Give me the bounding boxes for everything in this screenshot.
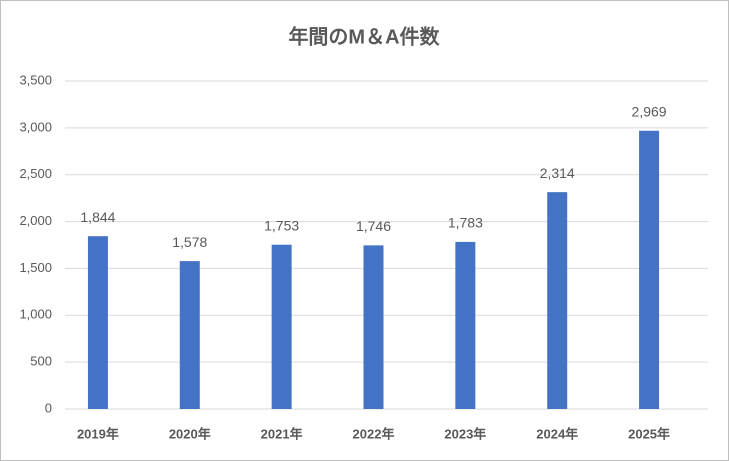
y-tick-label: 500	[30, 354, 52, 369]
bar	[547, 192, 568, 409]
y-tick-label: 0	[45, 400, 52, 415]
value-label: 1,844	[80, 209, 115, 225]
value-label: 1,578	[172, 234, 207, 250]
x-tick-label: 2019年	[77, 426, 119, 441]
bar	[639, 130, 660, 410]
x-tick-label: 2024年	[536, 426, 578, 441]
x-tick-label: 2025年	[628, 426, 670, 441]
bar	[87, 236, 108, 409]
value-label: 1,753	[264, 217, 299, 233]
value-label: 2,969	[632, 103, 667, 119]
y-tick-label: 1,000	[19, 307, 52, 322]
y-tick-label: 2,000	[19, 213, 52, 228]
chart-title: 年間のM＆A件数	[288, 24, 440, 48]
value-label: 1,746	[356, 218, 391, 234]
value-label: 2,314	[540, 165, 575, 181]
y-tick-label: 2,500	[19, 166, 52, 181]
bar	[271, 244, 292, 409]
y-tick-label: 3,000	[19, 119, 52, 134]
y-tick-label: 3,500	[19, 72, 52, 87]
bar	[179, 261, 200, 409]
bar	[363, 245, 384, 409]
x-tick-label: 2022年	[353, 426, 395, 441]
x-tick-label: 2020年	[169, 426, 211, 441]
bar	[455, 241, 476, 409]
x-tick-label: 2023年	[444, 426, 486, 441]
value-label: 1,783	[448, 215, 483, 231]
y-tick-label: 1,500	[19, 260, 52, 275]
x-tick-label: 2021年	[261, 426, 303, 441]
